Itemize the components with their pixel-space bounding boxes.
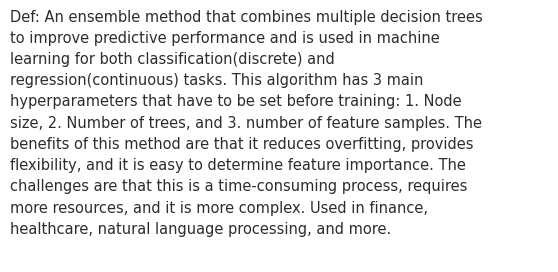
- Text: Def: An ensemble method that combines multiple decision trees
to improve predict: Def: An ensemble method that combines mu…: [10, 10, 483, 237]
